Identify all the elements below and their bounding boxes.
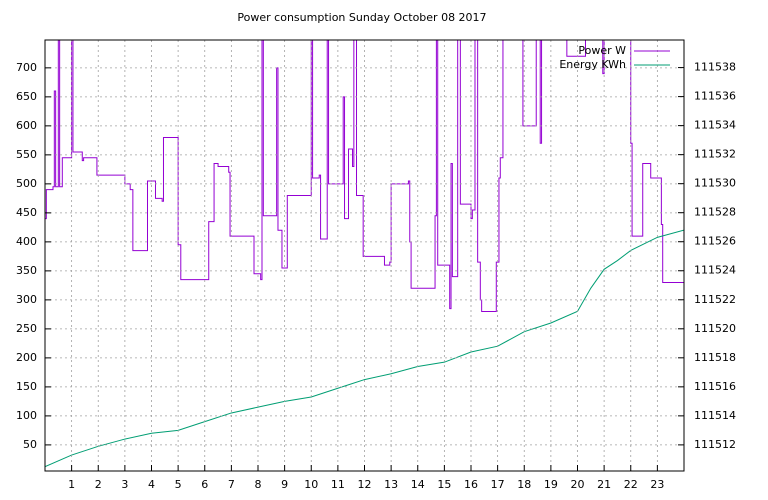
x-tick-label: 19 xyxy=(544,478,558,491)
x-tick-label: 13 xyxy=(384,478,398,491)
plot-frame xyxy=(44,39,685,472)
x-tick-label: 15 xyxy=(437,478,451,491)
x-tick-label: 2 xyxy=(95,478,102,491)
y2-tick-label: 111534 xyxy=(694,119,736,132)
y-tick-label: 450 xyxy=(16,206,37,219)
x-tick-label: 16 xyxy=(464,478,478,491)
x-tick-label: 12 xyxy=(358,478,372,491)
y2-tick-label: 111532 xyxy=(694,148,736,161)
y-tick-label: 150 xyxy=(16,380,37,393)
x-tick-label: 9 xyxy=(281,478,288,491)
y-tick-label: 500 xyxy=(16,177,37,190)
x-tick-label: 22 xyxy=(624,478,638,491)
x-tick-label: 14 xyxy=(411,478,425,491)
y-tick-label: 600 xyxy=(16,119,37,132)
y-tick-label: 350 xyxy=(16,264,37,277)
y-tick-label: 550 xyxy=(16,148,37,161)
plot-area xyxy=(45,40,684,468)
x-tick-label: 11 xyxy=(331,478,345,491)
y2-tick-label: 111516 xyxy=(694,380,736,393)
y2-tick-label: 111538 xyxy=(694,61,736,74)
x-tick-label: 18 xyxy=(517,478,531,491)
series-line xyxy=(45,229,684,468)
y2-tick-label: 111530 xyxy=(694,177,736,190)
x-tick-label: 5 xyxy=(175,478,182,491)
y2-tick-label: 111526 xyxy=(694,235,736,248)
x-tick-label: 7 xyxy=(228,478,235,491)
x-tick-label: 20 xyxy=(571,478,585,491)
y2-tick-label: 111528 xyxy=(694,206,736,219)
chart-title: Power consumption Sunday October 08 2017 xyxy=(237,11,486,24)
y-tick-label: 100 xyxy=(16,409,37,422)
y2-tick-label: 111524 xyxy=(694,264,736,277)
legend-label: Power W xyxy=(578,44,626,57)
y2-tick-label: 111512 xyxy=(694,438,736,451)
x-tick-label: 8 xyxy=(255,478,262,491)
y2-tick-label: 111522 xyxy=(694,293,736,306)
x-tick-label: 21 xyxy=(597,478,611,491)
y-tick-label: 200 xyxy=(16,351,37,364)
y2-tick-label: 111518 xyxy=(694,351,736,364)
y-tick-label: 300 xyxy=(16,293,37,306)
y-tick-label: 250 xyxy=(16,322,37,335)
y-tick-label: 650 xyxy=(16,90,37,103)
series-line xyxy=(45,40,684,312)
x-tick-label: 3 xyxy=(121,478,128,491)
x-tick-label: 17 xyxy=(491,478,505,491)
x-tick-label: 10 xyxy=(304,478,318,491)
x-tick-label: 1 xyxy=(68,478,75,491)
x-tick-label: 23 xyxy=(650,478,664,491)
y2-tick-label: 111514 xyxy=(694,409,736,422)
x-tick-label: 6 xyxy=(201,478,208,491)
y-tick-label: 400 xyxy=(16,235,37,248)
y2-tick-label: 111520 xyxy=(694,322,736,335)
y-tick-label: 700 xyxy=(16,61,37,74)
y2-tick-label: 111536 xyxy=(694,90,736,103)
x-tick-label: 4 xyxy=(148,478,155,491)
y-tick-label: 50 xyxy=(23,438,37,451)
legend-label: Energy KWh xyxy=(559,58,626,71)
